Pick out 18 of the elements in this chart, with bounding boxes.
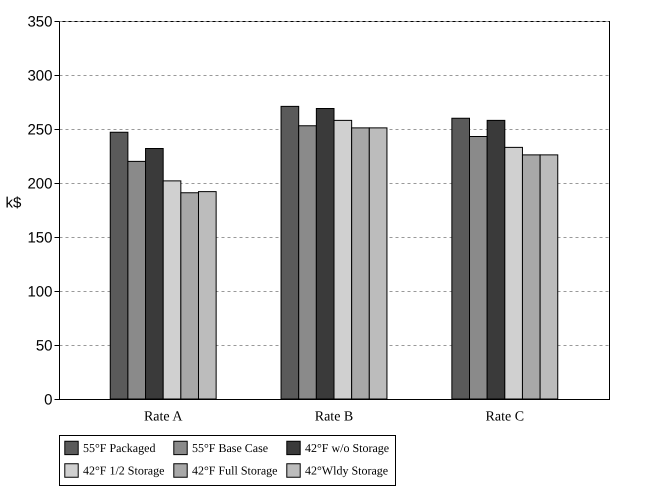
- legend-label: 42°Wldy Storage: [305, 464, 388, 478]
- legend-label: 42°F Full Storage: [192, 464, 278, 478]
- y-tick-label: 0: [44, 392, 52, 408]
- y-tick-label: 100: [27, 284, 52, 300]
- y-tick-label: 150: [27, 230, 52, 246]
- legend-label: 55°F Base Case: [192, 440, 268, 455]
- x-tick-label: Rate B: [314, 410, 354, 424]
- y-tick-label: 200: [27, 176, 52, 192]
- y-tick-label: 50: [36, 338, 52, 354]
- y-tick-label: 300: [27, 68, 52, 84]
- y-tick-label: 350: [27, 14, 52, 30]
- y-tick-label: 250: [27, 122, 52, 138]
- y-axis-title: k$: [6, 194, 22, 212]
- legend-label: 42°F w/o Storage: [305, 440, 390, 455]
- legend-label: 55°F Packaged: [83, 440, 156, 455]
- x-tick-label: Rate A: [144, 410, 184, 424]
- legend-label: 42°F 1/2 Storage: [83, 464, 164, 478]
- x-tick-label: Rate C: [486, 410, 524, 424]
